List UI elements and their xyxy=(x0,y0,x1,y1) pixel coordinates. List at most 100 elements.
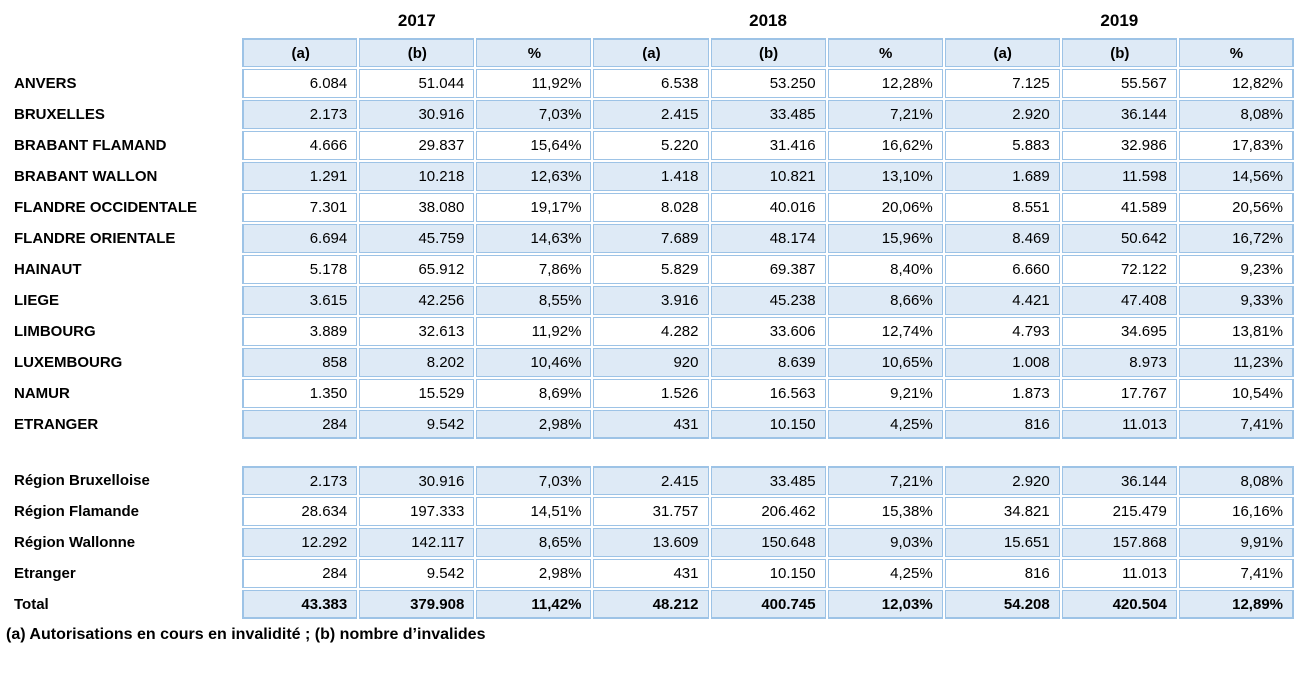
table-cell: 20,56% xyxy=(1178,193,1294,222)
table-cell: 8,69% xyxy=(476,379,592,408)
table-cell: 12,82% xyxy=(1178,69,1294,98)
table-cell: 7,41% xyxy=(1178,559,1294,588)
table-cell: 42.256 xyxy=(359,286,475,315)
row-label-spacer xyxy=(2,38,240,67)
table-cell: 11,92% xyxy=(476,317,592,346)
row-label: ETRANGER xyxy=(14,416,99,433)
spacer-cell xyxy=(2,441,240,464)
table-cell: 284 xyxy=(242,410,358,439)
spacer-cell xyxy=(1062,441,1177,464)
table-cell: 1.873 xyxy=(944,379,1060,408)
table-cell: 920 xyxy=(593,348,709,377)
table-cell: 8,40% xyxy=(827,255,943,284)
table-cell: 51.044 xyxy=(359,69,475,98)
table-cell: 1.008 xyxy=(944,348,1060,377)
row-label: Région Wallonne xyxy=(14,534,136,551)
table-cell: 55.567 xyxy=(1061,69,1177,98)
table-cell: 4.282 xyxy=(593,317,709,346)
table-cell: 4.666 xyxy=(242,131,358,160)
table-cell: 12,03% xyxy=(827,590,943,619)
column-header-cell: (b) xyxy=(359,38,475,67)
table-cell: 9,21% xyxy=(827,379,943,408)
row-label: Région Bruxelloise xyxy=(14,472,150,489)
column-header-cell: (a) xyxy=(944,38,1060,67)
table-cell: 2.920 xyxy=(944,466,1060,495)
table-cell: 13.609 xyxy=(593,528,709,557)
table-row: NAMUR 1.350 15.529 8,69% 1.526 16.563 9,21% 1.8… xyxy=(2,379,1294,408)
table-cell: 10.821 xyxy=(710,162,826,191)
table-body: 2017 2018 2019 (a) (b)% (a) (b)% (a) (b)% ANVERS 6… xyxy=(2,6,1294,619)
table-cell: 10,65% xyxy=(827,348,943,377)
table-cell: 431 xyxy=(593,559,709,588)
table-cell: 15,38% xyxy=(827,497,943,526)
row-label: FLANDRE OCCIDENTALE xyxy=(14,199,198,216)
spacer-cell xyxy=(945,441,1060,464)
column-header-cell: (b) xyxy=(1061,38,1177,67)
table-cell: 8.469 xyxy=(944,224,1060,253)
table-cell: 15,96% xyxy=(827,224,943,253)
table-cell: 15,64% xyxy=(476,131,592,160)
table-cell: 10.150 xyxy=(710,410,826,439)
row-label: Etranger xyxy=(14,565,76,582)
table-row: BRUXELLES 2.173 30.916 7,03% 2.415 33.485 7,21… xyxy=(2,100,1294,129)
table-cell: 3.615 xyxy=(242,286,358,315)
year-label: 2018 xyxy=(749,11,787,30)
table-cell: 15.651 xyxy=(944,528,1060,557)
table-cell: 33.606 xyxy=(710,317,826,346)
year-label: 2017 xyxy=(397,11,436,30)
table-cell: 16,16% xyxy=(1178,497,1294,526)
table-cell: 10.218 xyxy=(359,162,475,191)
table-cell: 8,55% xyxy=(476,286,592,315)
table-cell: 1.291 xyxy=(242,162,358,191)
table-cell: 3.916 xyxy=(593,286,709,315)
row-label: LIEGE xyxy=(14,292,60,309)
table-cell: 32.613 xyxy=(359,317,475,346)
table-cell: 5.883 xyxy=(944,131,1060,160)
table-cell: 47.408 xyxy=(1061,286,1177,315)
table-cell: 6.084 xyxy=(242,69,358,98)
column-header-cell: (b) xyxy=(710,38,826,67)
table-cell: 11.598 xyxy=(1061,162,1177,191)
table-cell: 1.418 xyxy=(593,162,709,191)
table-cell: 215.479 xyxy=(1061,497,1177,526)
row-label: FLANDRE ORIENTALE xyxy=(14,230,176,247)
table-cell: 8.028 xyxy=(593,193,709,222)
table-cell: 43.383 xyxy=(242,590,358,619)
column-header-row: (a) (b)% (a) (b)% (a) (b)% xyxy=(2,38,1294,67)
table-cell: 12,63% xyxy=(476,162,592,191)
table-cell: 69.387 xyxy=(710,255,826,284)
table-cell: 11.013 xyxy=(1061,410,1177,439)
table-cell: 379.908 xyxy=(359,590,475,619)
table-cell: 816 xyxy=(944,559,1060,588)
table-cell: 65.912 xyxy=(359,255,475,284)
table-cell: 29.837 xyxy=(359,131,475,160)
table-row: LIEGE 3.615 42.256 8,55% 3.916 45.238 8,66% 4.4… xyxy=(2,286,1294,315)
table-cell: 8,66% xyxy=(827,286,943,315)
spacer-cell xyxy=(359,441,474,464)
table-cell: 12,89% xyxy=(1178,590,1294,619)
table-cell: 31.757 xyxy=(593,497,709,526)
table-cell: 14,56% xyxy=(1178,162,1294,191)
table-cell: 284 xyxy=(242,559,358,588)
table-cell: 11,23% xyxy=(1178,348,1294,377)
table-cell: 41.589 xyxy=(1061,193,1177,222)
table-cell: 157.868 xyxy=(1061,528,1177,557)
table-cell: 54.208 xyxy=(944,590,1060,619)
row-label: Total xyxy=(14,596,49,613)
table-cell: 9.542 xyxy=(359,410,475,439)
table-cell: 1.350 xyxy=(242,379,358,408)
table-cell: 6.538 xyxy=(593,69,709,98)
table-cell: 1.526 xyxy=(593,379,709,408)
table-cell: 12,28% xyxy=(827,69,943,98)
table-row: Etranger 284 9.542 2,98% 431 10.150 4,25% 816 11… xyxy=(2,559,1294,588)
table-cell: 5.178 xyxy=(242,255,358,284)
table-cell: 2.415 xyxy=(593,466,709,495)
table-cell: 14,63% xyxy=(476,224,592,253)
table-cell: 31.416 xyxy=(710,131,826,160)
table-cell: 5.829 xyxy=(593,255,709,284)
table-cell: 2.415 xyxy=(593,100,709,129)
table-cell: 50.642 xyxy=(1061,224,1177,253)
table-row: HAINAUT 5.178 65.912 7,86% 5.829 69.387 8,40% 6… xyxy=(2,255,1294,284)
table-cell: 30.916 xyxy=(359,100,475,129)
table-cell: 11.013 xyxy=(1061,559,1177,588)
